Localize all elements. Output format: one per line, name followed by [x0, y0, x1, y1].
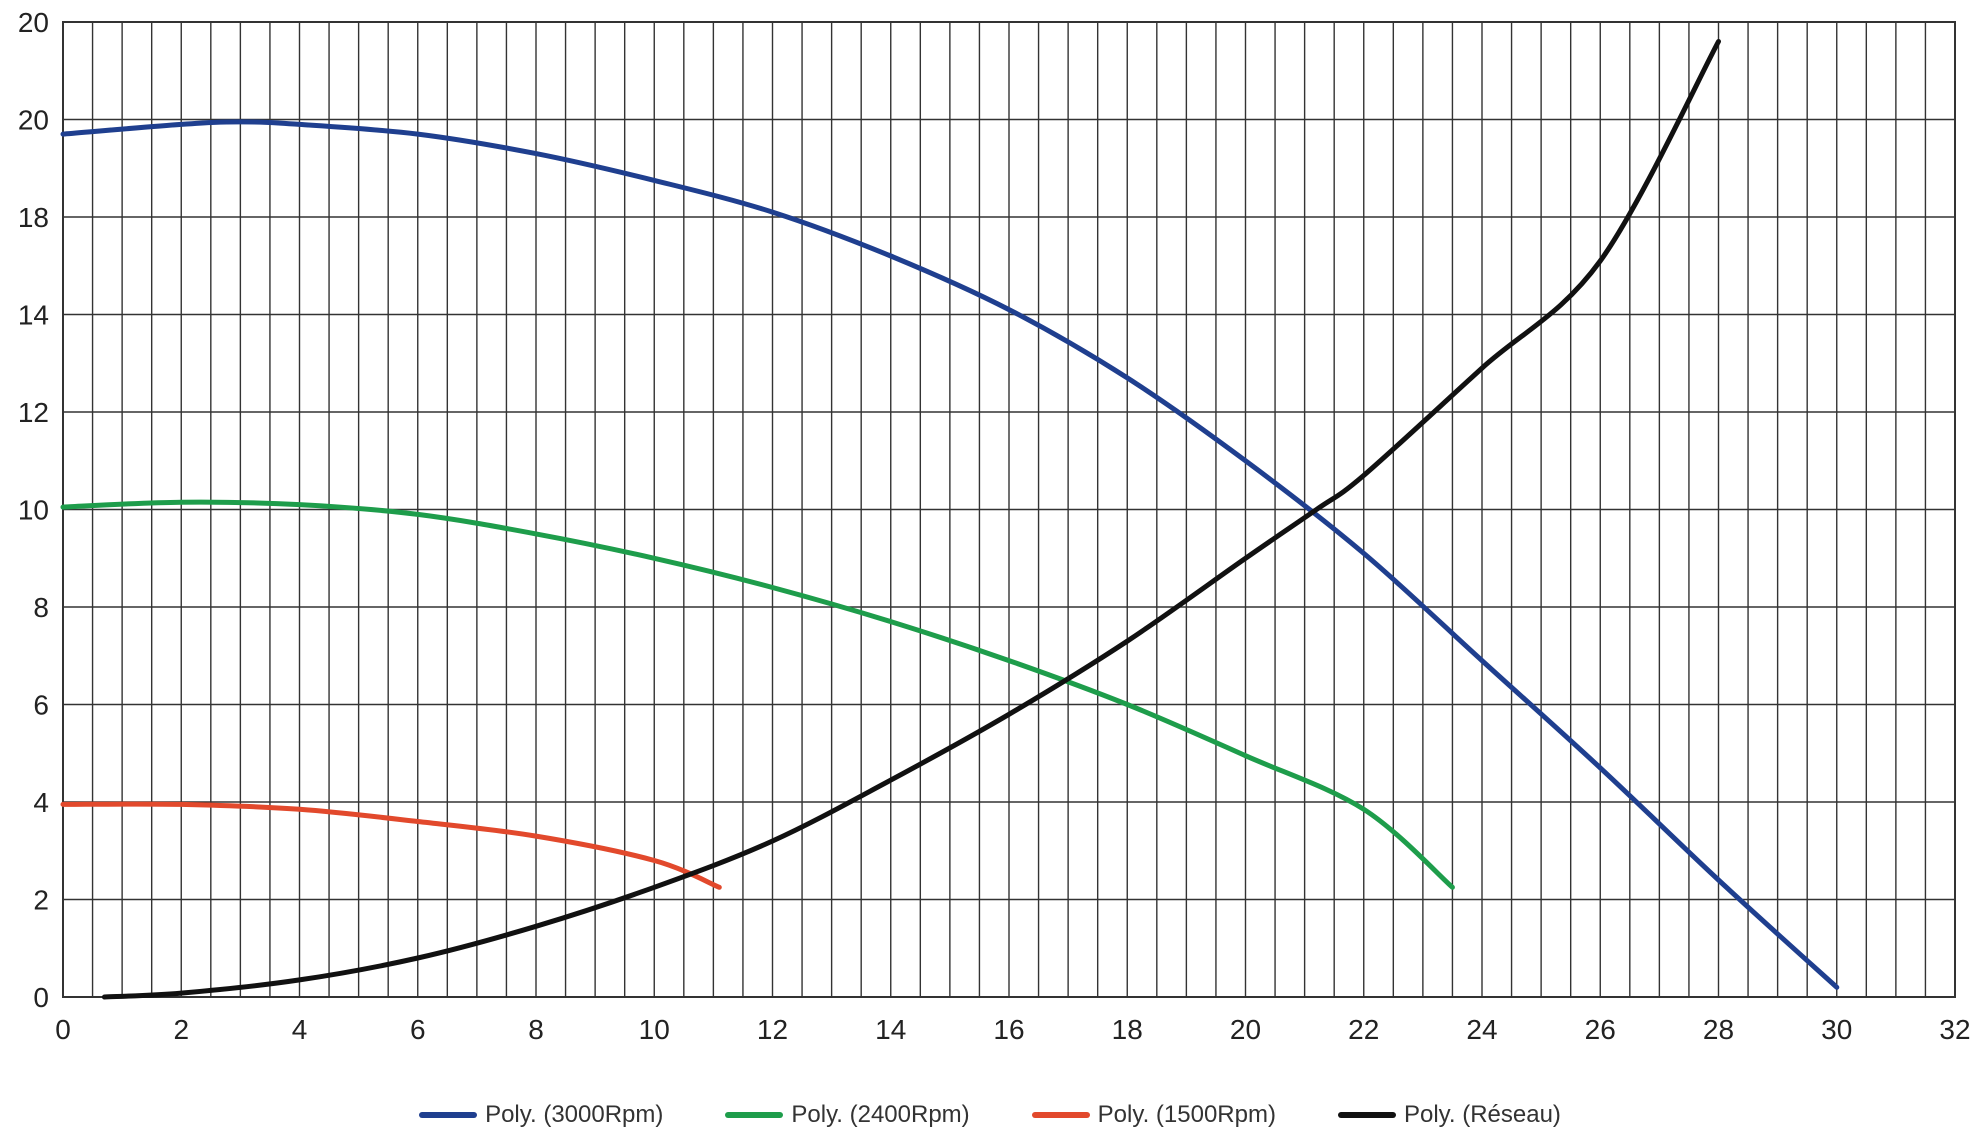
legend: Poly. (3000Rpm) Poly. (2400Rpm) Poly. (150… — [0, 1098, 1980, 1132]
series-line-poly-3000rpm — [60, 119, 1840, 990]
series-line-poly-r-seau — [101, 39, 1721, 1000]
legend-item: Poly. (Réseau) — [1337, 1098, 1561, 1132]
x-tick-label: 12 — [757, 1014, 788, 1045]
legend-swatch — [1337, 1112, 1396, 1118]
x-tick-label: 14 — [875, 1014, 906, 1045]
legend-label: Poly. (Réseau) — [1403, 1101, 1561, 1128]
y-tick-label: 12 — [18, 397, 49, 428]
x-tick-label: 10 — [639, 1014, 670, 1045]
y-tick-label: 10 — [18, 495, 49, 526]
x-tick-labels: 0 2 4 6 8 10 12 14 16 18 20 22 24 26 28 30 32 — [55, 1014, 1970, 1045]
x-tick-label: 20 — [1230, 1014, 1261, 1045]
x-tick-label: 28 — [1703, 1014, 1734, 1045]
series-line-poly-2400rpm — [60, 499, 1455, 890]
pump-performance-chart: 0 2 4 6 8 10 12 14 16 18 20 22 24 26 28 30 32 0246810121… — [0, 0, 1980, 1096]
series-line-poly-1500rpm — [60, 801, 722, 890]
legend-label: Poly. (1500Rpm) — [1097, 1101, 1276, 1128]
legend-swatch — [725, 1112, 784, 1118]
x-tick-label: 6 — [410, 1014, 426, 1045]
x-tick-label: 4 — [292, 1014, 308, 1045]
x-tick-label: 32 — [1939, 1014, 1970, 1045]
series-lines — [60, 39, 1840, 1000]
x-tick-label: 2 — [173, 1014, 189, 1045]
legend-item: Poly. (1500Rpm) — [1031, 1098, 1276, 1132]
y-tick-labels: 0 2 4 6 8 10 12 14 18 20 20 — [18, 7, 49, 1013]
y-tick-label: 20 — [18, 7, 49, 38]
y-tick-label: 8 — [33, 592, 49, 623]
y-tick-label: 18 — [18, 202, 49, 233]
legend-swatch — [419, 1112, 478, 1118]
x-tick-label: 0 — [55, 1014, 71, 1045]
x-tick-label: 30 — [1821, 1014, 1852, 1045]
y-tick-label: 2 — [33, 885, 49, 916]
plot-background — [0, 0, 1980, 1096]
x-tick-label: 8 — [528, 1014, 544, 1045]
legend-label: Poly. (2400Rpm) — [791, 1101, 970, 1128]
y-tick-label: 20 — [18, 105, 49, 136]
legend-label: Poly. (3000Rpm) — [485, 1101, 664, 1128]
x-tick-label: 18 — [1112, 1014, 1143, 1045]
x-tick-label: 26 — [1585, 1014, 1616, 1045]
y-tick-label: 4 — [33, 787, 49, 818]
legend-swatch — [1031, 1112, 1090, 1118]
x-tick-label: 24 — [1466, 1014, 1497, 1045]
legend-item: Poly. (2400Rpm) — [725, 1098, 970, 1132]
y-tick-label: 0 — [33, 982, 49, 1013]
legend-item: Poly. (3000Rpm) — [419, 1098, 663, 1132]
y-tick-label: 14 — [18, 300, 49, 331]
x-tick-label: 16 — [993, 1014, 1024, 1045]
x-tick-label: 22 — [1348, 1014, 1379, 1045]
y-tick-label: 6 — [33, 690, 49, 721]
